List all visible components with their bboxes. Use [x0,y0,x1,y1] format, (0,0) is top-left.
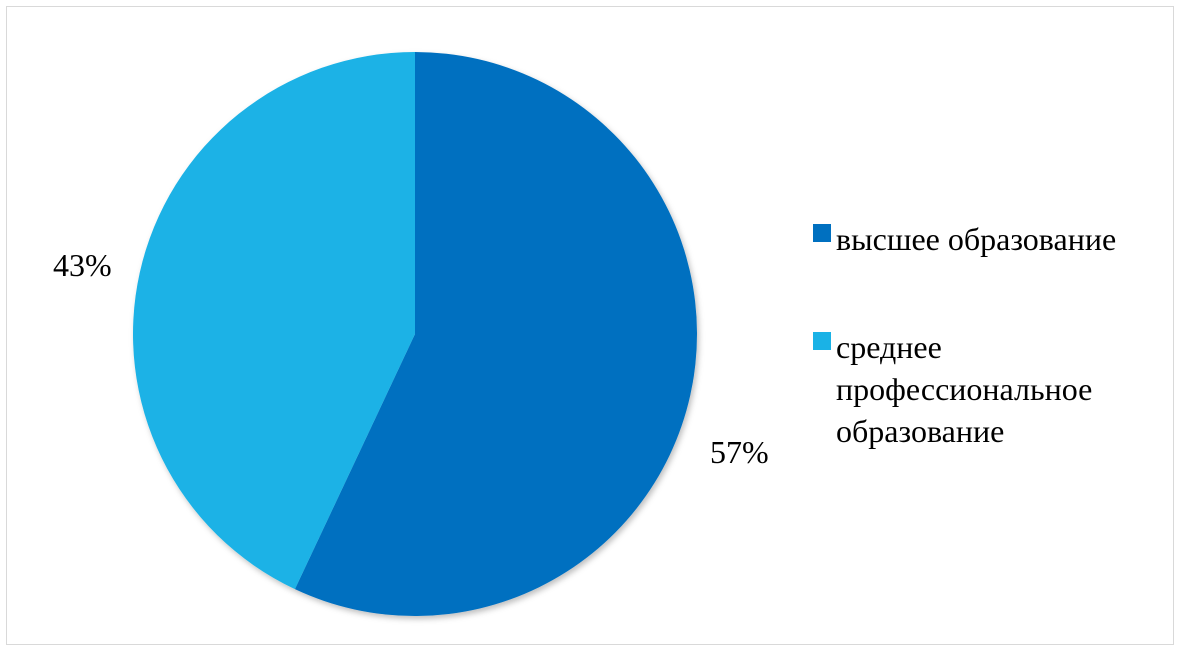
legend: высшее образование среднее профессиональ… [810,218,1170,452]
legend-item-higher-education: высшее образование [810,218,1170,260]
pie-slice-higher-education [294,52,697,617]
legend-swatch-higher-education [813,224,831,242]
legend-label-secondary-vocational-education: среднее профессиональное образование [836,329,1093,449]
pie-slice-secondary-vocational-education [132,52,415,590]
legend-swatch-secondary-vocational-education [813,332,831,350]
legend-label-higher-education: высшее образование [836,221,1117,257]
data-label-secondary-vocational-education: 43% [53,247,112,283]
legend-item-secondary-vocational-education: среднее профессиональное образование [810,326,1092,452]
data-label-higher-education: 57% [710,434,769,470]
